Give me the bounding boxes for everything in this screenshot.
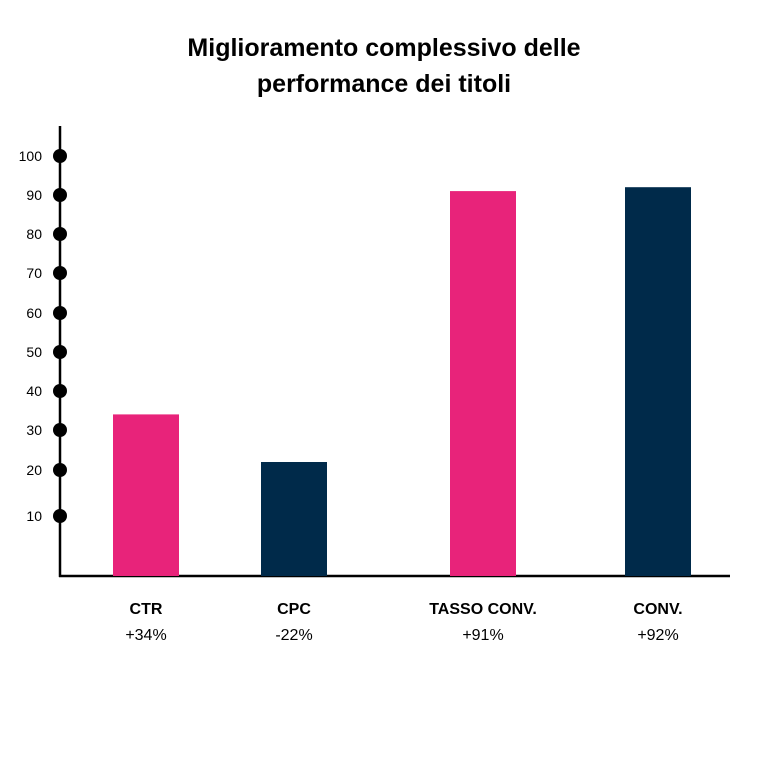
y-tick-label-20: 20	[26, 462, 42, 478]
y-tick-label-10: 10	[26, 508, 42, 524]
chart-title-line-2: performance dei titoli	[256, 70, 512, 98]
bar-tasso-conv	[450, 191, 516, 576]
y-tick-label-100: 100	[19, 148, 43, 164]
value-label: +92%	[637, 627, 678, 644]
y-tick-dot-60	[53, 306, 67, 320]
y-tick-dot-70	[53, 266, 67, 280]
category-label: CPC	[277, 601, 311, 618]
y-tick-dot-20	[53, 463, 67, 477]
y-tick-dot-90	[53, 188, 67, 202]
chart-title: Miglioramento complessivo delle performa…	[0, 30, 768, 102]
category-label: CONV.	[633, 601, 682, 618]
y-tick-dot-40	[53, 384, 67, 398]
value-label: +91%	[462, 627, 503, 644]
bar-ctr	[113, 414, 179, 576]
y-tick-label-80: 80	[26, 226, 42, 242]
y-tick-dot-100	[53, 149, 67, 163]
y-tick-dot-50	[53, 345, 67, 359]
y-tick-label-60: 60	[26, 305, 42, 321]
y-tick-label-90: 90	[26, 187, 42, 203]
y-tick-dot-80	[53, 227, 67, 241]
y-tick-dot-10	[53, 509, 67, 523]
y-tick-label-40: 40	[26, 383, 42, 399]
y-tick-label-30: 30	[26, 422, 42, 438]
bar-conv	[625, 187, 691, 576]
y-tick-label-50: 50	[26, 344, 42, 360]
category-label: TASSO CONV.	[429, 601, 537, 618]
y-tick-dot-30	[53, 423, 67, 437]
bar-cpc	[261, 462, 327, 576]
chart-title-line-1: Miglioramento complessivo delle	[187, 34, 581, 62]
category-label: CTR	[130, 601, 163, 618]
value-label: -22%	[275, 627, 312, 644]
y-tick-label-70: 70	[26, 265, 42, 281]
value-label: +34%	[125, 627, 166, 644]
